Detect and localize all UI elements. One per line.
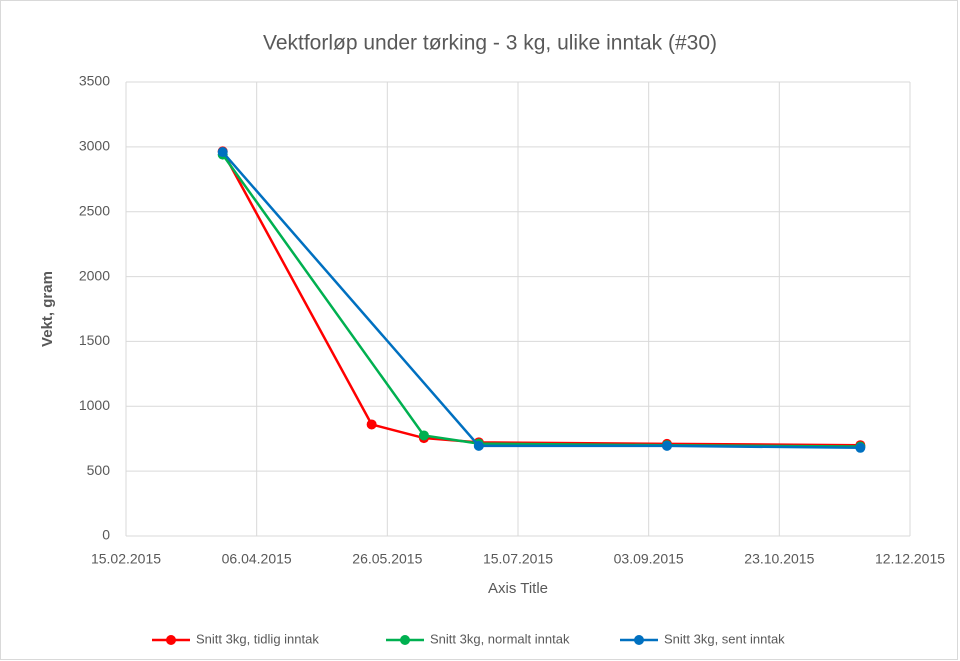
y-tick-label: 500	[87, 462, 111, 478]
legend-marker	[634, 635, 644, 645]
data-point	[217, 147, 228, 158]
x-tick-label: 03.09.2015	[614, 551, 684, 567]
x-tick-label: 06.04.2015	[222, 551, 292, 567]
series-line	[221, 151, 861, 450]
legend-marker	[400, 635, 410, 645]
x-tick-label: 12.12.2015	[875, 551, 945, 567]
chart-title: Vektforløp under tørking - 3 kg, ulike i…	[263, 32, 717, 55]
y-axis-title: Vekt, gram	[39, 271, 56, 347]
legend-label: Snitt 3kg, sent inntak	[664, 631, 785, 646]
y-tick-label: 1500	[79, 332, 110, 348]
legend-label: Snitt 3kg, tidlig inntak	[196, 631, 319, 646]
y-tick-label: 0	[102, 527, 110, 543]
x-tick-label: 23.10.2015	[744, 551, 814, 567]
y-tick-label: 3500	[79, 73, 110, 89]
x-tick-label: 26.05.2015	[352, 551, 422, 567]
legend-label: Snitt 3kg, normalt inntak	[430, 631, 570, 646]
x-axis-title: Axis Title	[488, 580, 548, 597]
x-tick-label: 15.07.2015	[483, 551, 553, 567]
data-point	[418, 430, 429, 441]
y-tick-label: 2500	[79, 202, 110, 218]
y-tick-label: 2000	[79, 267, 110, 283]
y-tick-label: 3000	[79, 138, 110, 154]
x-tick-label: 15.02.2015	[91, 551, 161, 567]
y-tick-label: 1000	[79, 397, 110, 413]
data-point	[473, 440, 484, 451]
data-point	[661, 440, 672, 451]
legend-marker	[166, 635, 176, 645]
data-point	[855, 442, 866, 453]
data-point	[366, 419, 377, 430]
